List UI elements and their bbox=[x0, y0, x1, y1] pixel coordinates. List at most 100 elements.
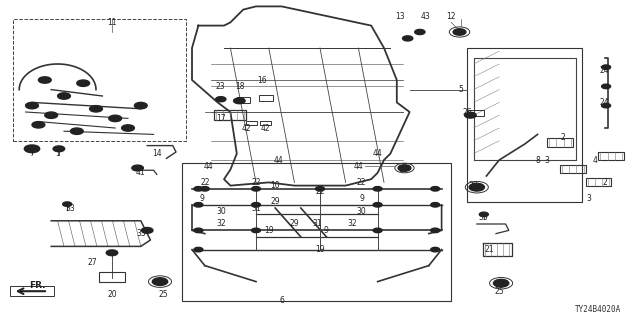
Text: 4: 4 bbox=[593, 156, 598, 164]
Circle shape bbox=[373, 228, 382, 233]
Text: 44: 44 bbox=[273, 156, 284, 164]
Circle shape bbox=[431, 203, 440, 207]
Text: 10: 10 bbox=[270, 181, 280, 190]
Circle shape bbox=[252, 187, 260, 191]
Text: 41: 41 bbox=[136, 168, 146, 177]
Text: 21: 21 bbox=[485, 245, 494, 254]
Circle shape bbox=[194, 203, 203, 207]
Circle shape bbox=[194, 187, 203, 191]
Circle shape bbox=[398, 165, 411, 171]
Text: 43: 43 bbox=[420, 12, 431, 20]
Text: 32: 32 bbox=[347, 220, 357, 228]
Bar bbox=[586, 178, 611, 186]
Text: FR.: FR. bbox=[29, 281, 45, 290]
Text: 44: 44 bbox=[372, 149, 383, 158]
Circle shape bbox=[469, 183, 484, 191]
Text: 42: 42 bbox=[241, 124, 252, 132]
Circle shape bbox=[132, 165, 143, 171]
Circle shape bbox=[53, 146, 65, 152]
Circle shape bbox=[200, 187, 209, 191]
Text: 12: 12 bbox=[447, 12, 456, 20]
Text: 8: 8 bbox=[535, 156, 540, 164]
Bar bbox=[246, 121, 257, 125]
Circle shape bbox=[479, 212, 488, 217]
Circle shape bbox=[216, 97, 226, 102]
Circle shape bbox=[316, 187, 324, 191]
Text: 9: 9 bbox=[324, 226, 329, 235]
Text: 7: 7 bbox=[29, 149, 35, 158]
Text: 20: 20 bbox=[107, 290, 117, 299]
Text: 2: 2 bbox=[602, 178, 607, 187]
Circle shape bbox=[24, 145, 40, 153]
Text: 30: 30 bbox=[356, 207, 367, 216]
Text: 28: 28 bbox=[469, 181, 478, 190]
Bar bbox=[259, 95, 273, 101]
Text: 2: 2 bbox=[561, 133, 566, 142]
Circle shape bbox=[373, 203, 382, 207]
Text: 22: 22 bbox=[316, 188, 324, 196]
Bar bbox=[13, 19, 186, 141]
Text: 14: 14 bbox=[152, 149, 162, 158]
Text: 44: 44 bbox=[203, 162, 213, 171]
Circle shape bbox=[63, 202, 72, 206]
Circle shape bbox=[431, 228, 440, 233]
Bar bbox=[10, 286, 54, 296]
Circle shape bbox=[45, 112, 58, 118]
Circle shape bbox=[465, 112, 476, 118]
Circle shape bbox=[106, 250, 118, 256]
Text: 6: 6 bbox=[279, 296, 284, 305]
Text: 9: 9 bbox=[199, 194, 204, 203]
Bar bbox=[468, 110, 484, 116]
Text: 22: 22 bbox=[200, 178, 209, 187]
Circle shape bbox=[32, 122, 45, 128]
Text: 31: 31 bbox=[251, 204, 261, 212]
Circle shape bbox=[26, 102, 38, 109]
Circle shape bbox=[141, 228, 153, 233]
Text: 23: 23 bbox=[216, 82, 226, 91]
Text: 32: 32 bbox=[216, 220, 226, 228]
Text: 3: 3 bbox=[586, 194, 591, 203]
Circle shape bbox=[109, 115, 122, 122]
Text: 30: 30 bbox=[216, 207, 226, 216]
Circle shape bbox=[77, 80, 90, 86]
Text: 24: 24 bbox=[600, 98, 610, 107]
Circle shape bbox=[90, 106, 102, 112]
Text: 42: 42 bbox=[260, 124, 271, 132]
Circle shape bbox=[134, 102, 147, 109]
Text: TY24B4020A: TY24B4020A bbox=[575, 305, 621, 314]
Bar bbox=[547, 138, 573, 147]
Bar bbox=[467, 48, 582, 202]
Bar bbox=[214, 110, 246, 120]
Bar bbox=[560, 165, 586, 173]
Bar bbox=[237, 97, 250, 103]
Text: 3: 3 bbox=[545, 156, 550, 164]
Circle shape bbox=[234, 98, 245, 104]
Circle shape bbox=[252, 203, 260, 207]
Circle shape bbox=[453, 29, 466, 35]
Text: 18: 18 bbox=[236, 82, 244, 91]
Text: 33: 33 bbox=[478, 213, 488, 222]
Text: 19: 19 bbox=[315, 245, 325, 254]
Text: 29: 29 bbox=[270, 197, 280, 206]
Text: 25: 25 bbox=[158, 290, 168, 299]
Circle shape bbox=[122, 125, 134, 131]
Text: 44: 44 bbox=[353, 162, 364, 171]
Text: 9: 9 bbox=[359, 194, 364, 203]
Circle shape bbox=[373, 187, 382, 191]
Circle shape bbox=[152, 278, 168, 285]
Text: 13: 13 bbox=[395, 12, 405, 20]
Circle shape bbox=[252, 228, 260, 233]
Circle shape bbox=[602, 65, 611, 69]
Text: 16: 16 bbox=[257, 76, 268, 84]
Circle shape bbox=[38, 77, 51, 83]
Circle shape bbox=[602, 103, 611, 108]
Circle shape bbox=[602, 84, 611, 89]
Bar bbox=[598, 152, 624, 160]
Circle shape bbox=[58, 93, 70, 99]
Bar bbox=[182, 163, 451, 301]
Text: 12: 12 bbox=[399, 165, 408, 174]
Circle shape bbox=[493, 279, 509, 287]
Text: 29: 29 bbox=[289, 220, 300, 228]
Text: 22: 22 bbox=[252, 178, 260, 187]
Text: 33: 33 bbox=[136, 229, 146, 238]
